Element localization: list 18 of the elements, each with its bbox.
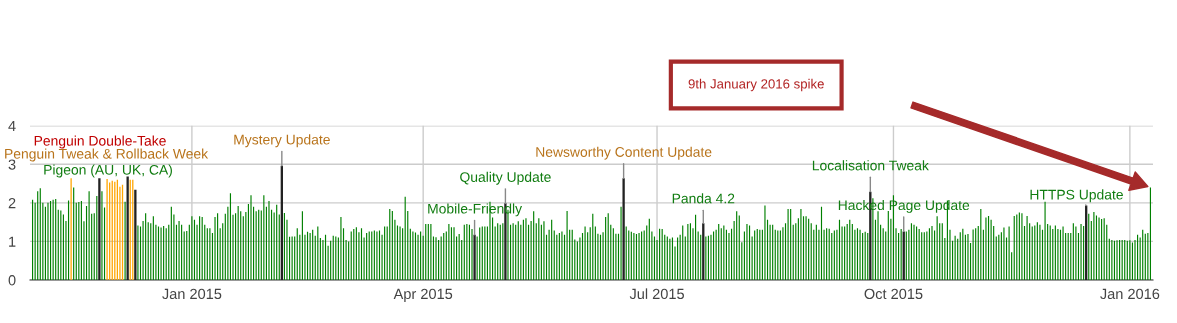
annotation: Mystery Update	[234, 134, 330, 148]
x-tick-label: Oct 2015	[864, 288, 923, 300]
text: 9th January 2016 spike	[688, 78, 824, 92]
annotation: HTTPS Update	[1030, 189, 1123, 203]
y-tick-label: 2	[8, 197, 16, 209]
annotation: Panda 4.2	[672, 193, 735, 204]
annotation: Newsworthy Content Update	[536, 146, 712, 160]
annotation: Penguin Double-Take	[34, 135, 166, 149]
y-tick-label: 0	[8, 275, 16, 286]
annotation: Pigeon (AU, UK, CA)	[44, 164, 172, 178]
x-tick-label: Jan 2016	[1100, 288, 1160, 300]
annotation: Localisation Tweak	[812, 160, 929, 171]
annotation: Quality Update	[460, 171, 551, 185]
x-tick-label: Jul 2015	[629, 288, 684, 300]
y-tick-label: 1	[9, 236, 16, 247]
x-tick-label: Jan 2015	[162, 288, 222, 300]
x-tick-label: Apr 2015	[393, 288, 453, 302]
y-tick-label: 4	[8, 120, 16, 131]
